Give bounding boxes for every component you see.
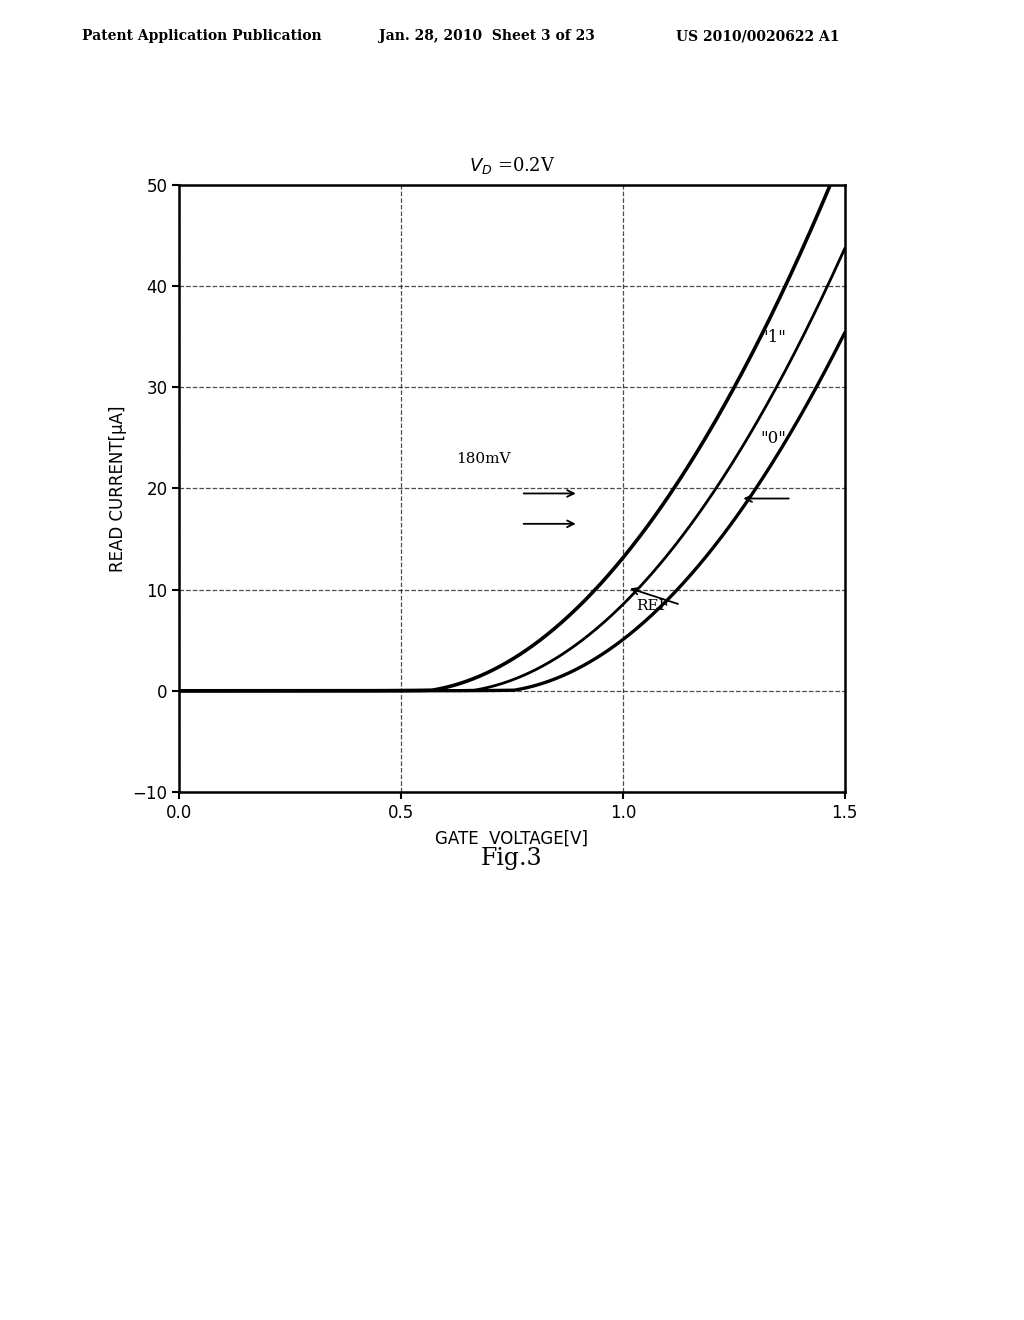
Title: $V_D$ =0.2V: $V_D$ =0.2V: [469, 154, 555, 176]
Text: "1": "1": [761, 329, 786, 346]
Text: Jan. 28, 2010  Sheet 3 of 23: Jan. 28, 2010 Sheet 3 of 23: [379, 29, 595, 44]
Text: Fig.3: Fig.3: [481, 846, 543, 870]
X-axis label: GATE  VOLTAGE[V]: GATE VOLTAGE[V]: [435, 830, 589, 849]
Text: US 2010/0020622 A1: US 2010/0020622 A1: [676, 29, 840, 44]
Text: REF: REF: [636, 599, 670, 612]
Text: 180mV: 180mV: [457, 451, 511, 466]
Text: Patent Application Publication: Patent Application Publication: [82, 29, 322, 44]
Text: "0": "0": [761, 430, 786, 447]
Y-axis label: READ CURRENT[μA]: READ CURRENT[μA]: [109, 405, 127, 572]
